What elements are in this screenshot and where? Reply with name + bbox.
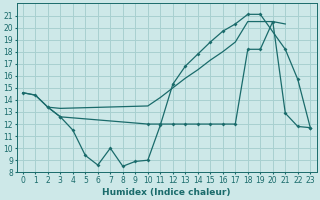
X-axis label: Humidex (Indice chaleur): Humidex (Indice chaleur) bbox=[102, 188, 231, 197]
